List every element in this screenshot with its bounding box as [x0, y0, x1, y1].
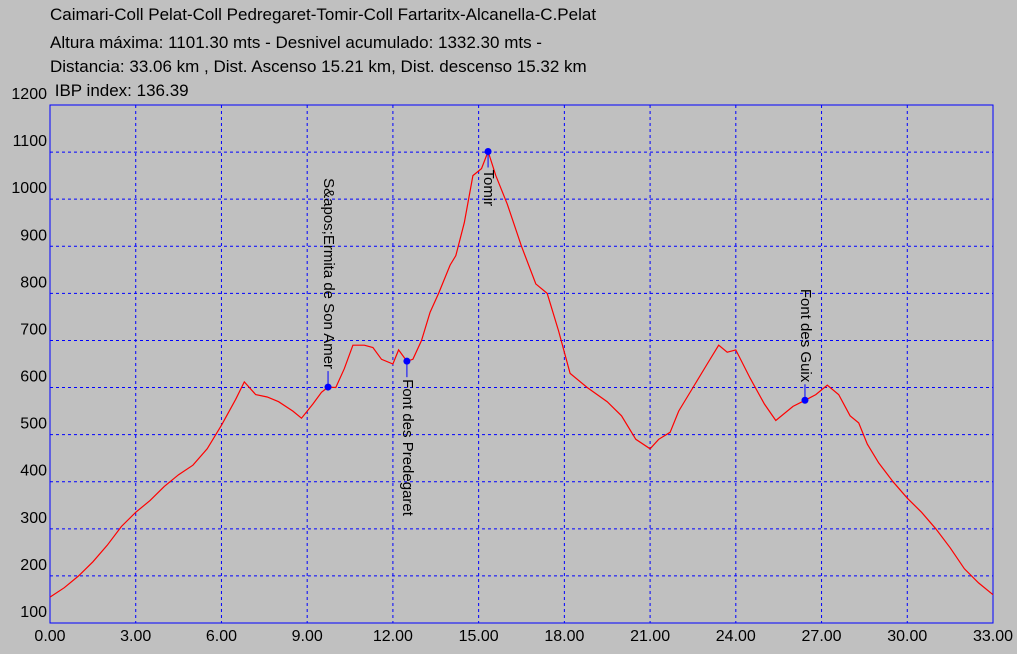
- x-tick-label: 0.00: [34, 628, 65, 645]
- x-tick-label: 9.00: [292, 628, 323, 645]
- x-tick-label: 24.00: [716, 628, 756, 645]
- x-tick-label: 12.00: [373, 628, 413, 645]
- annotation-label: S&apos;Ermita de Son Amer: [320, 178, 337, 369]
- waypoint-marker: [324, 383, 332, 391]
- annotation-label: Font des Guix: [797, 289, 814, 383]
- x-tick-label: 6.00: [206, 628, 237, 645]
- y-tick-label: 200: [20, 557, 47, 574]
- y-tick-label: 900: [20, 227, 47, 244]
- waypoint-marker: [484, 147, 492, 155]
- subtitle: Distancia: 33.06 km , Dist. Ascenso 15.2…: [50, 57, 587, 76]
- y-tick-label: 100: [20, 604, 47, 621]
- y-tick-label: 700: [20, 321, 47, 338]
- y-tick-label: 1000: [11, 180, 47, 197]
- y-tick-label: 400: [20, 463, 47, 480]
- y-tick-label: 1100: [13, 133, 48, 150]
- x-tick-label: 3.00: [120, 628, 151, 645]
- y-tick-label: 600: [20, 369, 47, 386]
- x-tick-label: 30.00: [887, 628, 927, 645]
- annotation-label: Font des Predegaret: [399, 379, 416, 517]
- subtitle: IBP index: 136.39: [50, 81, 189, 100]
- waypoint-marker: [403, 357, 411, 365]
- y-tick-label: 300: [20, 510, 47, 527]
- annotation-label: Tomir: [480, 169, 497, 206]
- elevation-line: [49, 149, 994, 598]
- y-tick-label: 500: [20, 416, 47, 433]
- x-tick-label: 15.00: [459, 628, 499, 645]
- x-tick-label: 33.00: [973, 628, 1013, 645]
- y-tick-label: 1200: [11, 86, 47, 103]
- x-tick-label: 18.00: [544, 628, 584, 645]
- y-tick-label: 800: [20, 274, 47, 291]
- plot-frame: [49, 104, 994, 624]
- waypoint-marker: [801, 396, 809, 404]
- chart-title: Caimari-Coll Pelat-Coll Pedregaret-Tomir…: [50, 5, 596, 24]
- x-tick-label: 27.00: [802, 628, 842, 645]
- subtitle: Altura máxima: 1101.30 mts - Desnivel ac…: [50, 33, 542, 52]
- x-tick-label: 21.00: [630, 628, 670, 645]
